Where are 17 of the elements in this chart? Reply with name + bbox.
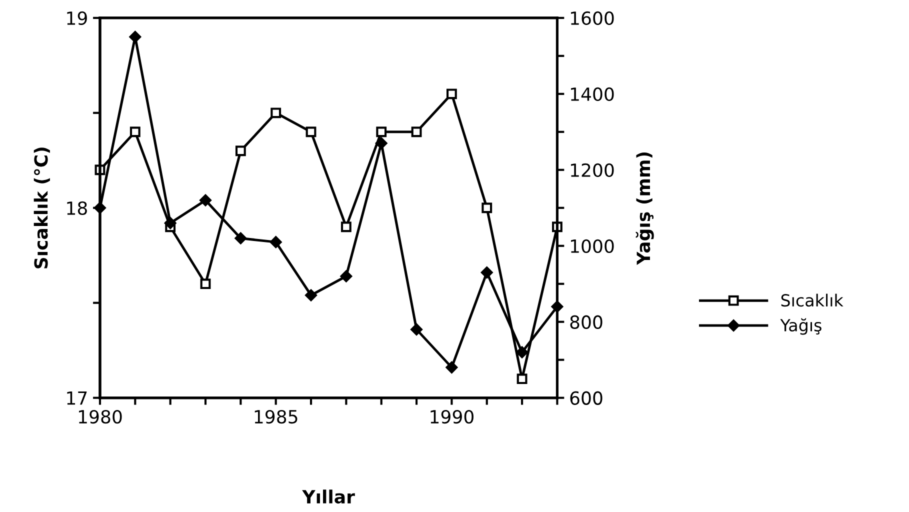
y2-tick-label: 1600 [571, 11, 614, 26]
y2-tick-label: 1200 [571, 163, 614, 177]
y2-axis-title: Yağış (mm) [636, 152, 654, 265]
y-tick-label: 19 [67, 11, 87, 26]
y-tick-label: 17 [67, 392, 87, 405]
y-tick-label: 18 [67, 201, 87, 215]
y2-tick-label: 1400 [571, 87, 614, 102]
y-axis-title: Sıcaklık (°C) [34, 148, 50, 268]
x-tick-label: 1990 [430, 410, 474, 424]
y2-tick-label: 800 [570, 315, 602, 329]
legend-label: Yağış [780, 318, 822, 335]
x-tick-label: 1980 [79, 410, 122, 424]
x-tick-label: 1985 [254, 410, 298, 424]
y2-tick-label: 1000 [571, 239, 614, 253]
y2-tick-label: 600 [570, 391, 602, 405]
legend-label: Sıcaklık [781, 294, 844, 307]
x-axis-title: Yıllar [302, 490, 355, 504]
